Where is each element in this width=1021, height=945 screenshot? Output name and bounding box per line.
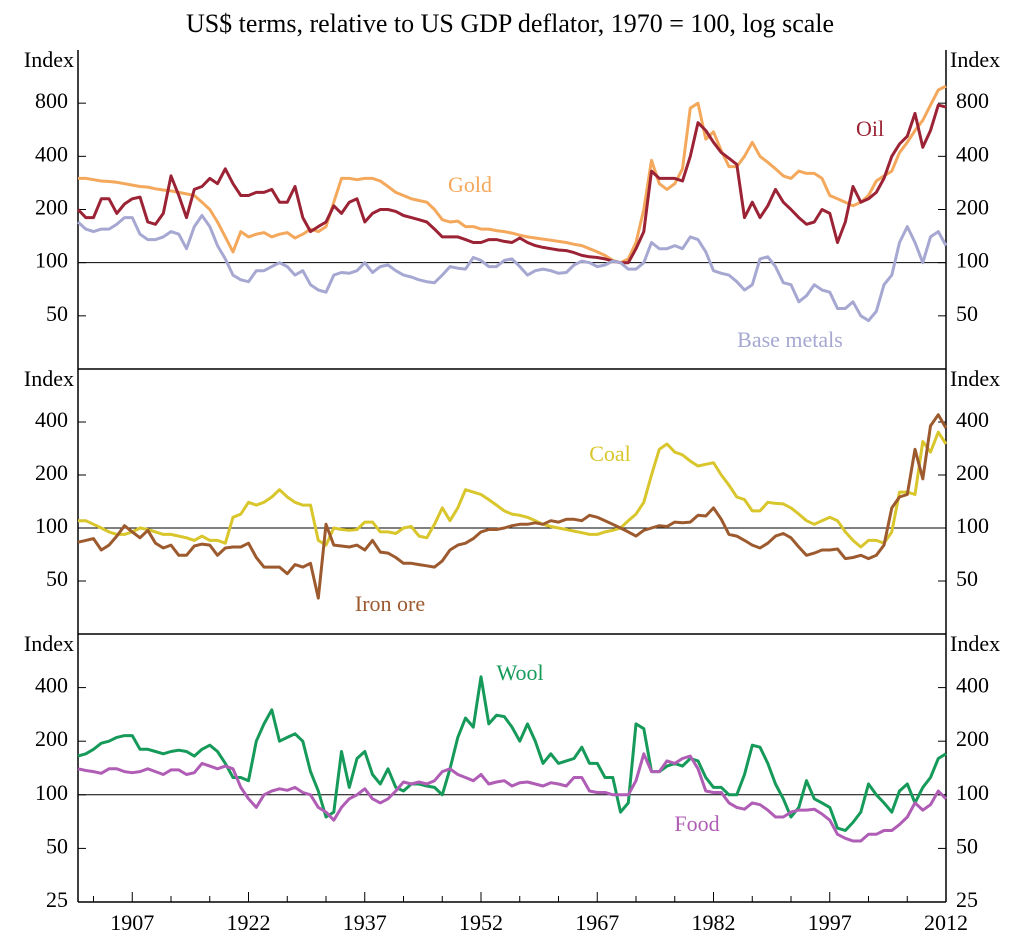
series-line <box>78 430 948 549</box>
y-tick-label: 100 <box>35 248 68 273</box>
y-tick-label: 100 <box>35 780 68 805</box>
y-tick-label: 400 <box>35 141 68 166</box>
y2-tick-label: 800 <box>956 88 989 113</box>
series-label: Oil <box>856 116 884 141</box>
series-line <box>76 214 948 323</box>
y-tick-label: 400 <box>35 407 68 432</box>
series-label: Wool <box>496 660 543 685</box>
y2-tick-label: 100 <box>956 513 989 538</box>
y2-tick-label: 100 <box>956 780 989 805</box>
series-line <box>78 84 947 265</box>
x-tick-label: 1907 <box>110 910 154 935</box>
x-tick-label: 1952 <box>459 910 503 935</box>
y2-tick-label: 400 <box>956 407 989 432</box>
y-tick-label: 800 <box>35 88 68 113</box>
y2-tick-label: 50 <box>956 301 978 326</box>
series-line <box>76 103 947 265</box>
y2-tick-label: 400 <box>956 141 989 166</box>
y-tick-label: 200 <box>35 460 68 485</box>
series-label: Iron ore <box>355 591 425 616</box>
y2-tick-label: 400 <box>956 673 989 698</box>
x-tick-label: 1967 <box>575 910 619 935</box>
y2-axis-label: Index <box>950 366 1000 391</box>
series-label: Coal <box>589 441 631 466</box>
y2-tick-label: 100 <box>956 248 989 273</box>
chart-title: US$ terms, relative to US GDP deflator, … <box>186 9 834 38</box>
y-tick-label: 50 <box>46 566 68 591</box>
y-tick-label: 400 <box>35 673 68 698</box>
series-label: Food <box>674 811 719 836</box>
y-axis-label: Index <box>24 47 74 72</box>
y2-tick-label: 50 <box>956 566 978 591</box>
y2-axis-label: Index <box>950 631 1000 656</box>
series-line <box>77 752 948 843</box>
y2-axis-label: Index <box>950 47 1000 72</box>
y-tick-label: 200 <box>35 195 68 220</box>
y-tick-label: 50 <box>46 833 68 858</box>
y2-tick-label: 200 <box>956 726 989 751</box>
y2-tick-label: 200 <box>956 195 989 220</box>
x-tick-label: 2012 <box>924 910 968 935</box>
series-line <box>77 413 948 600</box>
series-line <box>77 675 947 832</box>
x-tick-label: 1937 <box>343 910 387 935</box>
y-tick-label: 25 <box>46 887 68 912</box>
series-label: Gold <box>448 172 492 197</box>
x-tick-label: 1997 <box>808 910 852 935</box>
y-tick-label: 50 <box>46 301 68 326</box>
y-tick-label: 200 <box>35 726 68 751</box>
y-axis-label: Index <box>24 631 74 656</box>
series-label: Base metals <box>737 327 843 352</box>
y2-tick-label: 25 <box>956 887 978 912</box>
x-tick-label: 1922 <box>227 910 271 935</box>
y-tick-label: 100 <box>35 513 68 538</box>
y2-tick-label: 50 <box>956 833 978 858</box>
y2-tick-label: 200 <box>956 460 989 485</box>
y-axis-label: Index <box>24 366 74 391</box>
x-tick-label: 1982 <box>692 910 736 935</box>
